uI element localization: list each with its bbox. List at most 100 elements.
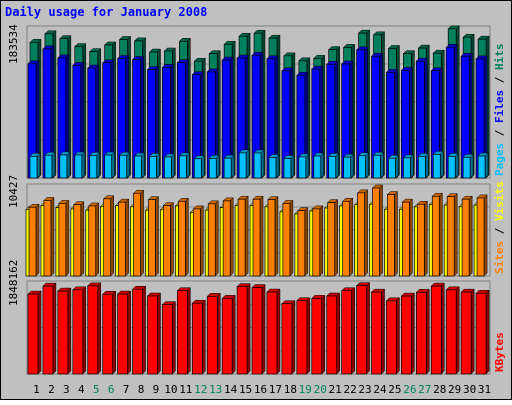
bar-pages-day-15-side <box>245 149 250 179</box>
bar-kbytes-day-2-face <box>42 285 54 375</box>
bar-sites-day-13-side <box>214 200 219 277</box>
bar-kbytes-day-27-side <box>426 288 430 375</box>
bar-kbytes-day-10 <box>161 301 177 375</box>
bar-pages-day-9-face <box>149 156 157 179</box>
bar-kbytes-day-11 <box>176 287 191 375</box>
bar-pages-day-11-side <box>186 152 190 179</box>
bar-kbytes-day-30-side <box>470 288 475 375</box>
bar-kbytes-day-26-face <box>401 295 412 375</box>
bar-kbytes-day-17-face <box>266 291 278 375</box>
bar-kbytes-day-23-face <box>356 285 367 375</box>
bar-kbytes-day-9-face <box>147 295 158 375</box>
bar-sites-day-5 <box>88 202 100 277</box>
bar-kbytes-day-7 <box>117 290 132 375</box>
bar-kbytes-day-28-side <box>441 282 445 375</box>
x-tick-label-day-21: 21 <box>329 383 342 396</box>
series-axis-label: KBytes <box>493 332 506 372</box>
panel-1: 183534 Pages / Files / Hits <box>7 24 506 179</box>
bar-pages-day-6-side <box>111 151 115 179</box>
series-sites <box>28 184 488 277</box>
bar-pages-day-13-side <box>215 154 220 179</box>
bar-sites-day-3 <box>58 199 70 277</box>
bar-sites-day-30-side <box>468 195 473 277</box>
bar-pages-day-3-face <box>59 154 68 179</box>
bar-sites-day-2 <box>43 196 55 277</box>
bar-pages-day-7-face <box>119 154 127 179</box>
x-tick-label-day-7: 7 <box>123 383 130 396</box>
bar-sites-day-19-face <box>297 210 306 277</box>
bar-files-day-30 <box>460 52 473 179</box>
bar-pages-day-31-side <box>484 152 489 179</box>
bar-pages-day-5 <box>89 151 101 179</box>
bar-pages-day-18-face <box>283 158 292 179</box>
bar-sites-day-25-side <box>394 190 398 277</box>
bar-kbytes-day-7-side <box>127 290 131 375</box>
bar-files-day-14 <box>221 56 234 179</box>
bar-pages-day-2-face <box>44 154 53 179</box>
bar-sites-day-9-side <box>155 196 159 277</box>
bar-kbytes-day-8 <box>131 285 147 375</box>
bar-sites-day-9-face <box>148 199 156 277</box>
bar-pages-day-19-side <box>305 153 310 179</box>
bar-pages-day-1-face <box>29 155 38 179</box>
x-tick-label-day-26: 26 <box>403 383 416 396</box>
bar-sites-day-30-face <box>461 198 470 277</box>
x-tick-label-day-3: 3 <box>63 383 70 396</box>
x-tick-label-day-23: 23 <box>358 383 371 396</box>
bar-pages-day-26-side <box>410 154 414 179</box>
bar-sites-day-24-face <box>372 187 380 277</box>
bar-pages-day-15-face <box>238 152 247 179</box>
bar-files-day-21 <box>326 60 339 179</box>
bar-pages-day-20-face <box>313 155 322 179</box>
bar-kbytes-day-6 <box>102 290 117 375</box>
bar-kbytes-day-3-face <box>57 290 69 375</box>
bar-sites-day-1-face <box>28 206 37 277</box>
bar-pages-day-24-side <box>380 151 384 179</box>
x-tick-label-day-6: 6 <box>108 383 115 396</box>
bar-pages-day-27-face <box>417 156 426 179</box>
bar-pages-day-12-face <box>193 158 202 179</box>
bar-sites-day-26-side <box>409 198 413 277</box>
bar-kbytes-day-1 <box>27 290 42 375</box>
bar-sites-day-15-side <box>244 195 249 277</box>
bar-sites-day-26-face <box>402 201 410 277</box>
bar-sites-day-11-face <box>178 200 186 277</box>
chart-title: Daily usage for January 2008 <box>5 5 207 19</box>
bar-pages-day-21 <box>328 152 340 179</box>
bar-sites-day-16-side <box>259 195 264 277</box>
bar-sites-day-2-side <box>50 196 55 277</box>
x-tick-label-day-22: 22 <box>343 383 356 396</box>
bar-pages-day-31 <box>477 152 489 179</box>
series-axis-label-part: Hits <box>493 44 506 71</box>
bar-pages-day-29 <box>447 152 459 179</box>
bar-pages-day-17-side <box>275 153 280 179</box>
bar-kbytes-day-4-side <box>82 286 87 375</box>
bar-pages-day-25 <box>387 154 400 179</box>
bar-sites-day-14-side <box>229 197 234 277</box>
bar-sites-day-8-face <box>133 192 141 277</box>
bar-pages-day-12-side <box>201 155 205 179</box>
bar-sites-day-1-side <box>35 203 40 277</box>
bar-sites-day-19-side <box>304 206 309 277</box>
series-axis-label-part: KBytes <box>493 332 506 372</box>
bar-kbytes-day-31 <box>475 289 490 375</box>
bar-pages-day-17 <box>268 153 280 179</box>
bar-sites-day-16-face <box>252 198 261 277</box>
x-tick-label-day-31: 31 <box>478 383 491 396</box>
bar-sites-day-15 <box>237 195 249 277</box>
bar-kbytes-day-20-side <box>321 294 326 375</box>
bar-pages-day-8 <box>133 152 146 179</box>
bar-sites-day-8 <box>132 189 145 277</box>
bar-kbytes-day-20-face <box>311 298 323 375</box>
bar-sites-day-22 <box>342 197 354 277</box>
bar-kbytes-day-7-face <box>117 293 128 375</box>
bar-kbytes-day-31-face <box>475 292 487 375</box>
series-files <box>27 43 488 179</box>
series-kbytes <box>27 282 490 375</box>
bar-sites-day-11 <box>177 197 189 277</box>
bar-sites-day-24 <box>371 184 384 277</box>
x-tick-label-day-5: 5 <box>93 383 100 396</box>
bar-sites-day-17-face <box>267 199 276 277</box>
